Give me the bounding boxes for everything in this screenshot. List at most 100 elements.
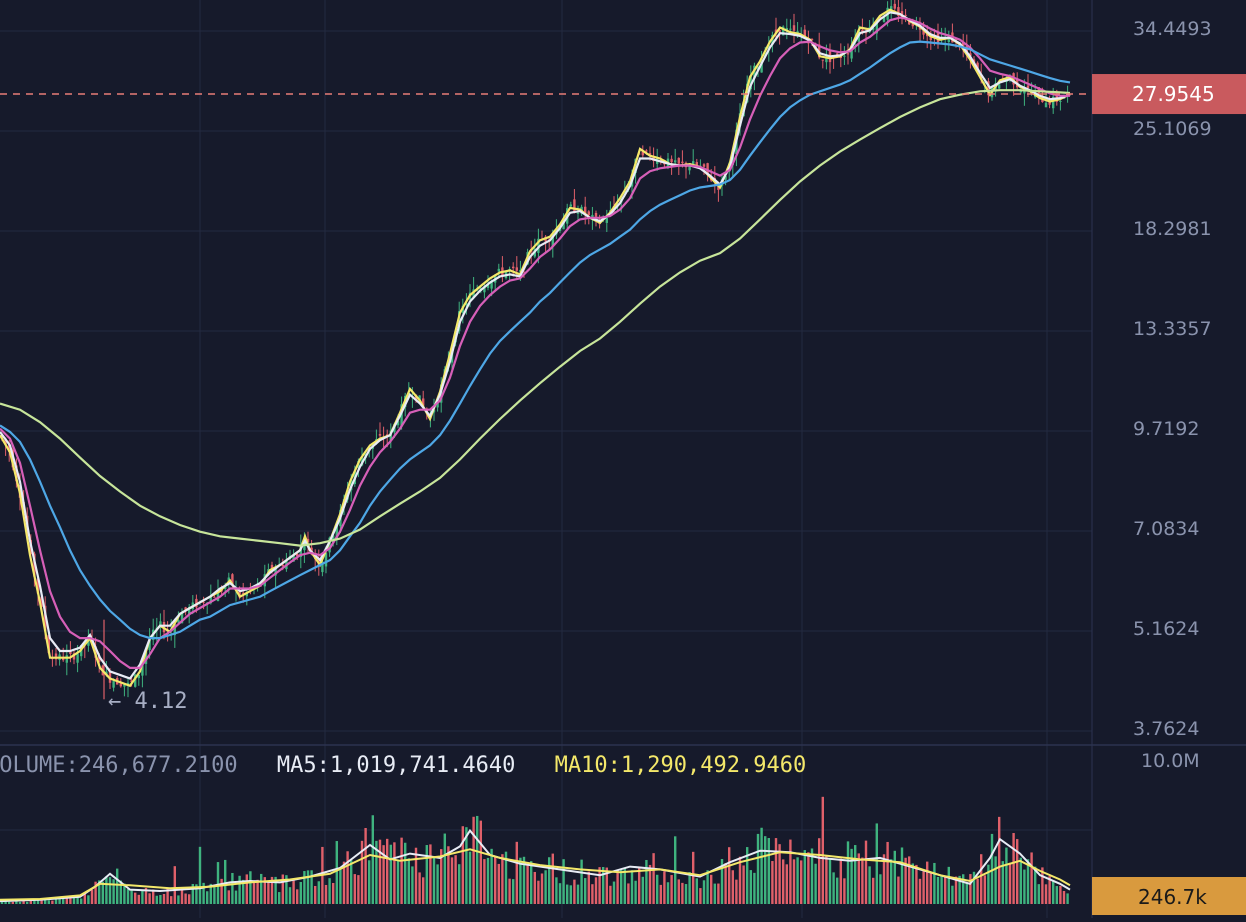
volume-bar — [393, 842, 396, 904]
volume-bar — [231, 872, 234, 904]
volume-bar — [591, 884, 594, 904]
volume-bar — [965, 882, 968, 904]
volume-bar — [537, 880, 540, 904]
volume-bar — [472, 816, 475, 904]
volume-bar — [818, 838, 821, 904]
volume-bar — [414, 847, 418, 904]
volume-bar — [198, 846, 202, 904]
candle-body — [1023, 90, 1026, 94]
volume-bar — [573, 879, 576, 904]
volume-axis-tick: 10.0M — [1141, 750, 1200, 772]
candle-body — [72, 653, 76, 660]
volume-bar — [224, 859, 227, 904]
volume-bar — [458, 864, 461, 904]
volume-bar — [958, 875, 961, 904]
volume-bar — [735, 879, 738, 904]
volume-bar — [1023, 869, 1026, 904]
volume-bar — [746, 847, 749, 904]
volume-bar — [648, 864, 652, 904]
volume-bar — [504, 851, 508, 904]
volume-bar — [22, 898, 25, 904]
volume-bar — [306, 870, 310, 904]
volume-bar — [627, 883, 630, 904]
volume-bar — [821, 796, 824, 904]
volume-bar — [688, 872, 691, 904]
volume-bar — [98, 880, 101, 904]
volume-bar — [83, 893, 86, 904]
candle-body — [843, 55, 846, 57]
volume-bar — [1008, 862, 1012, 904]
volume-bar — [692, 851, 695, 904]
volume-bar — [1041, 867, 1044, 904]
volume-bar — [713, 883, 716, 904]
volume-bar — [288, 887, 292, 904]
volume-bar — [641, 876, 644, 904]
volume-bar — [724, 863, 727, 904]
candle-body — [983, 82, 986, 84]
candle-body — [69, 650, 72, 654]
volume-bar — [864, 840, 868, 904]
candle-body — [177, 619, 180, 623]
volume-bar — [836, 877, 839, 904]
candle-body — [213, 596, 216, 598]
candle-body — [1048, 101, 1051, 105]
volume-bar — [177, 895, 180, 904]
volume-bar — [976, 878, 979, 904]
candle-body — [576, 212, 580, 214]
volume-bar — [270, 876, 274, 904]
volume-bar — [202, 882, 205, 904]
candle-body — [674, 160, 677, 163]
candle-body — [238, 590, 241, 598]
candle-body — [890, 6, 893, 12]
candle-body — [641, 151, 644, 156]
volume-bar — [857, 853, 860, 904]
candle-body — [929, 36, 932, 40]
candle-body — [746, 83, 749, 103]
volume-bar — [432, 856, 436, 904]
candle-body — [144, 651, 148, 664]
candle-body — [436, 402, 439, 408]
y-tick-label: 34.4493 — [1133, 18, 1212, 40]
candle-body — [965, 46, 968, 54]
candle-body — [490, 280, 493, 289]
volume-bar — [249, 871, 252, 904]
candle-body — [1012, 73, 1015, 85]
volume-bar — [407, 858, 410, 904]
volume-bar — [1062, 891, 1066, 904]
volume-bar — [429, 844, 432, 904]
candle-body — [695, 162, 698, 166]
volume-bar — [598, 867, 601, 904]
volume-bar — [656, 874, 659, 904]
volume-bar — [1059, 885, 1062, 904]
volume-bar — [911, 863, 914, 904]
volume-bar — [767, 838, 770, 904]
volume-bar — [659, 884, 662, 904]
volume-bar — [778, 844, 781, 904]
candle-body — [123, 684, 126, 687]
candle-body — [810, 38, 814, 41]
volume-bar — [623, 867, 626, 904]
candle-body — [306, 538, 310, 543]
candle-body — [119, 683, 122, 687]
volume-bar — [0, 901, 4, 904]
volume-bar — [206, 891, 209, 904]
volume-bar — [929, 872, 932, 904]
volume-bar — [76, 896, 79, 904]
candle-body — [792, 25, 796, 31]
volume-bar — [155, 895, 158, 904]
candle-body — [296, 553, 299, 557]
volume-bar — [645, 859, 648, 904]
volume-bar — [969, 874, 972, 904]
volume-bar — [375, 840, 378, 904]
volume-bar — [501, 854, 504, 904]
volume-bar — [357, 875, 360, 904]
volume-bar — [58, 896, 61, 904]
volume-bar — [1034, 866, 1037, 904]
candle-body — [872, 28, 875, 30]
volume-bar — [443, 833, 446, 904]
candle-body — [782, 26, 785, 36]
candle-body — [224, 585, 227, 589]
volume-legend: VOLUME:246,677.2100 MA5:1,019,741.4640 M… — [0, 753, 806, 778]
